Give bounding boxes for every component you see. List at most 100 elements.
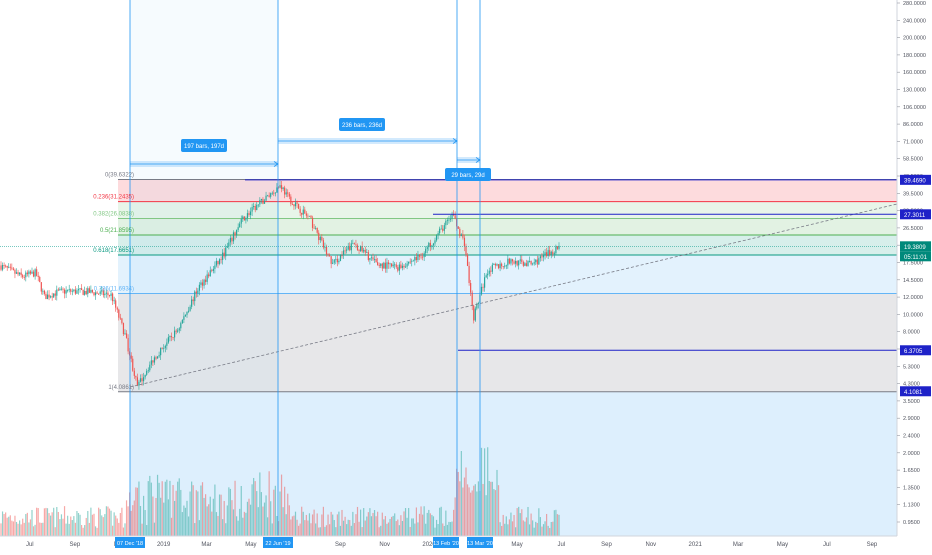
candle xyxy=(191,299,193,307)
volume-bar xyxy=(113,512,115,536)
volume-bar xyxy=(285,514,287,536)
volume-bar xyxy=(19,520,21,536)
candle xyxy=(276,187,278,193)
volume-bar xyxy=(505,516,507,536)
volume-bar xyxy=(93,513,95,536)
candle xyxy=(194,291,196,302)
date-range-band xyxy=(130,391,897,536)
candle xyxy=(116,307,118,310)
candle xyxy=(527,261,529,266)
volume-bar xyxy=(487,447,489,536)
candle xyxy=(284,187,286,195)
volume-bar xyxy=(265,495,267,536)
volume-bar xyxy=(32,526,35,536)
volume-bar xyxy=(31,509,33,536)
candle xyxy=(98,293,100,295)
volume-bar xyxy=(315,523,317,536)
volume-bar xyxy=(375,516,377,536)
candle xyxy=(260,199,262,201)
candle xyxy=(541,256,543,258)
volume-bar xyxy=(147,481,149,536)
candle xyxy=(48,294,50,298)
volume-bar xyxy=(251,484,253,536)
candle xyxy=(36,269,38,276)
candle xyxy=(149,364,151,371)
volume-bar xyxy=(253,477,255,536)
candle xyxy=(530,261,532,265)
volume-bar xyxy=(161,481,163,536)
volume-bar xyxy=(270,501,272,536)
volume-bar xyxy=(538,508,540,536)
candle xyxy=(428,242,430,248)
candle xyxy=(457,226,459,229)
candle xyxy=(206,274,208,282)
candle xyxy=(446,220,448,222)
volume-bar xyxy=(141,523,143,536)
volume-bar xyxy=(417,522,419,536)
volume-bar xyxy=(449,522,452,536)
volume-bar xyxy=(369,508,371,536)
y-tick-label: 17.5000 xyxy=(903,261,923,267)
candle xyxy=(279,185,281,188)
volume-bar xyxy=(432,516,435,536)
candle xyxy=(214,265,216,269)
volume-bar xyxy=(175,490,177,536)
volume-bar xyxy=(353,523,355,536)
candle xyxy=(350,243,352,251)
volume-bar xyxy=(208,504,210,536)
volume-bar xyxy=(248,498,250,536)
volume-bar xyxy=(445,510,447,536)
volume-bar xyxy=(136,487,138,536)
candle xyxy=(183,316,185,320)
volume-bar xyxy=(429,513,431,536)
y-tick-label: 106.0000 xyxy=(903,105,926,111)
volume-bar xyxy=(294,511,297,536)
volume-bar xyxy=(211,511,213,536)
candle xyxy=(341,255,343,257)
y-tick-label: 0.9500 xyxy=(903,520,920,526)
volume-bar xyxy=(155,498,157,536)
candle xyxy=(408,261,410,264)
volume-bar xyxy=(400,515,402,536)
volume-bar xyxy=(46,508,49,536)
volume-bar xyxy=(403,511,405,536)
candle xyxy=(327,254,329,256)
candle xyxy=(170,336,173,338)
volume-bar xyxy=(268,471,270,536)
candle xyxy=(474,308,476,321)
candle xyxy=(245,218,247,221)
volume-bar xyxy=(276,516,278,536)
volume-bar xyxy=(420,506,422,536)
candle xyxy=(491,264,493,272)
volume-bar xyxy=(118,522,120,536)
candle xyxy=(454,215,456,219)
volume-bar xyxy=(81,525,83,536)
volume-bar xyxy=(96,527,98,536)
candle xyxy=(496,264,498,266)
volume-bar xyxy=(507,524,509,536)
volume-bar xyxy=(404,508,407,536)
volume-bar xyxy=(184,507,187,536)
volume-bar xyxy=(453,509,455,536)
volume-bar xyxy=(408,507,410,536)
volume-bar xyxy=(25,514,27,536)
volume-bar xyxy=(395,521,397,536)
candle xyxy=(273,192,275,194)
candle xyxy=(386,262,388,269)
candle xyxy=(34,269,36,277)
candle xyxy=(287,192,289,194)
candle xyxy=(493,264,495,265)
candle xyxy=(476,303,478,309)
candle xyxy=(211,270,213,272)
volume-bar xyxy=(226,505,228,536)
candle xyxy=(485,275,487,278)
volume-bar xyxy=(524,521,526,536)
x-tick-label: 2019 xyxy=(157,542,171,548)
volume-bar xyxy=(82,527,84,536)
volume-bar xyxy=(53,507,55,536)
candle xyxy=(201,282,204,286)
price-tag: 27.3011 xyxy=(904,213,926,219)
candle xyxy=(205,279,207,282)
candle xyxy=(9,266,11,268)
